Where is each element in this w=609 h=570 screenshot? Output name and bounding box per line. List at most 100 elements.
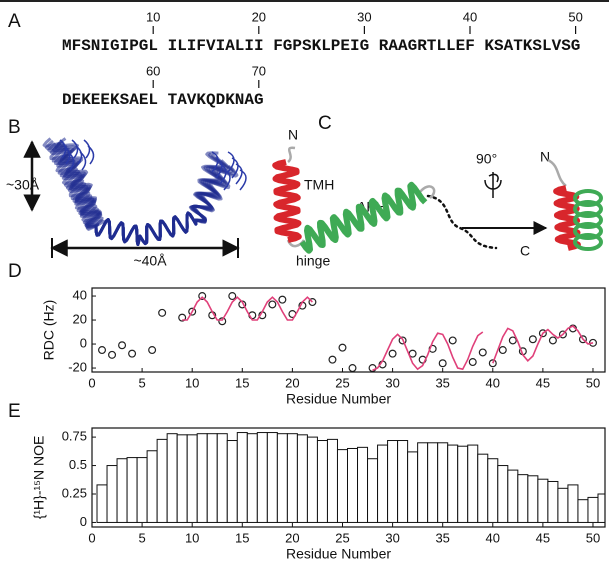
sequence-segment: TAVKQDKNAG	[168, 91, 264, 109]
data-point	[438, 359, 447, 368]
x-tick-label: 5	[138, 375, 145, 390]
y-axis-label: RDC (Hz)	[41, 300, 57, 361]
hinge-label: hinge	[296, 253, 330, 269]
panel-label: C	[318, 113, 332, 134]
rotation-icon	[484, 172, 502, 198]
data-point	[548, 336, 557, 345]
bar	[316, 440, 328, 523]
data-point	[98, 346, 107, 355]
data-point	[478, 348, 487, 357]
data-point	[328, 355, 337, 364]
y-tick-label: 0	[80, 335, 87, 350]
structure-ensemble	[71, 139, 79, 159]
y-tick-label: -20	[68, 359, 87, 374]
bar	[136, 457, 148, 523]
bar	[116, 458, 128, 523]
c-terminus-label: C	[520, 243, 530, 259]
aph-helix	[299, 181, 428, 254]
bar	[567, 484, 579, 523]
bar	[156, 438, 168, 523]
residue-number: 50	[568, 9, 582, 24]
panel-label: E	[8, 401, 21, 422]
bar	[577, 499, 589, 523]
y-tick-label: 0	[80, 514, 87, 529]
fit-curve	[182, 296, 594, 372]
bar	[126, 457, 138, 523]
sequence-segment: PGL	[129, 37, 158, 55]
data-point	[388, 349, 397, 358]
disordered-tail	[426, 194, 498, 250]
tmh-label: TMH	[304, 177, 334, 193]
bar	[106, 465, 118, 523]
residue-number: 40	[463, 9, 477, 24]
structure-ensemble	[67, 151, 75, 171]
y-tick-label: 0.5	[69, 457, 87, 472]
data-point	[278, 295, 287, 304]
bar	[497, 465, 509, 523]
bar	[276, 433, 288, 523]
x-tick-label: 50	[586, 375, 600, 390]
data-point	[118, 341, 127, 350]
structure-ensemble	[75, 145, 83, 165]
structure-ensemble	[87, 145, 95, 165]
data-point	[338, 343, 347, 352]
aph-helix-end-on	[573, 200, 603, 218]
data-point	[158, 308, 167, 317]
bar	[266, 432, 278, 523]
y-tick-label: 0.75	[62, 429, 87, 444]
x-axis-label: Residue Number	[286, 546, 391, 562]
loop	[547, 158, 567, 187]
x-tick-label: 25	[335, 530, 349, 545]
x-tick-label: 40	[486, 530, 500, 545]
bar	[387, 440, 399, 523]
structure-ensemble	[63, 145, 71, 165]
x-tick-label: 20	[285, 530, 299, 545]
x-tick-label: 35	[435, 375, 449, 390]
data-point	[488, 359, 497, 368]
bar	[427, 442, 439, 523]
sequence-segment: RAAGRTLLEF	[379, 37, 475, 55]
bar	[457, 445, 469, 523]
residue-number: 20	[252, 9, 266, 24]
bar	[447, 444, 459, 523]
data-point	[108, 350, 117, 359]
x-tick-label: 15	[235, 530, 249, 545]
bar	[236, 432, 248, 523]
data-point	[498, 346, 507, 355]
residue-number: 60	[146, 63, 160, 78]
y-tick-label: 20	[73, 311, 87, 326]
x-tick-label: 25	[335, 375, 349, 390]
residue-number: 10	[146, 9, 160, 24]
structure-ensemble	[56, 137, 239, 246]
data-point	[528, 335, 537, 344]
plot-frame	[91, 427, 606, 528]
bar	[286, 433, 298, 523]
bar	[146, 450, 158, 523]
x-tick-label: 35	[435, 530, 449, 545]
panel-label: D	[8, 261, 22, 282]
data-point	[348, 364, 357, 373]
sequence-segment: LPEIG	[321, 37, 369, 55]
x-tick-label: 10	[185, 375, 199, 390]
sequence-segment: SG	[561, 37, 580, 55]
x-tick-label: 30	[385, 375, 399, 390]
x-tick-label: 50	[586, 530, 600, 545]
bar	[587, 496, 599, 523]
loop	[287, 146, 296, 163]
x-tick-label: 20	[285, 375, 299, 390]
sequence-segment: KSATKSLV	[484, 37, 561, 55]
rotation-label: 90°	[476, 151, 497, 167]
width-label: ~40Å	[133, 253, 167, 269]
data-point	[508, 336, 517, 345]
bar	[186, 434, 198, 523]
bar	[517, 474, 529, 523]
bar	[557, 487, 569, 523]
structure-ensemble	[59, 139, 67, 159]
bar	[597, 493, 605, 523]
sequence-segment: MFSNIGI	[62, 37, 129, 55]
data-point	[468, 358, 477, 367]
x-tick-label: 0	[88, 375, 95, 390]
tmh-helix	[272, 159, 302, 243]
bar	[437, 442, 449, 523]
